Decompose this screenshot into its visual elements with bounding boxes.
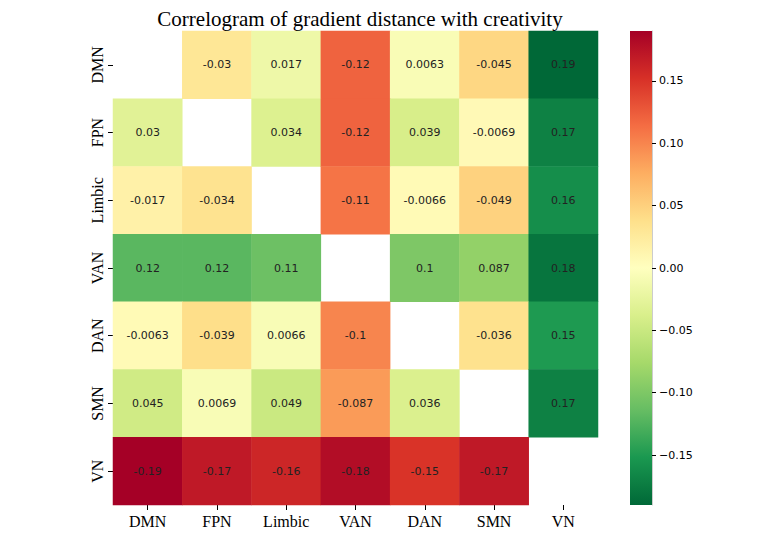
svg-text:-0.12: -0.12 <box>341 58 369 71</box>
svg-text:VAN: VAN <box>89 251 106 284</box>
svg-text:0.045: 0.045 <box>132 397 164 410</box>
svg-text:0.17: 0.17 <box>551 126 576 139</box>
svg-text:0.1: 0.1 <box>416 262 434 275</box>
svg-text:0.0069: 0.0069 <box>198 397 237 410</box>
svg-text:−0.05: −0.05 <box>659 324 693 337</box>
svg-text:Limbic: Limbic <box>263 513 309 530</box>
svg-text:0.16: 0.16 <box>551 194 576 207</box>
svg-text:-0.15: -0.15 <box>411 465 439 478</box>
svg-text:0.03: 0.03 <box>135 126 160 139</box>
svg-text:DMN: DMN <box>129 513 167 530</box>
svg-text:-0.03: -0.03 <box>203 58 231 71</box>
svg-text:-0.18: -0.18 <box>341 465 369 478</box>
svg-text:-0.0066: -0.0066 <box>404 194 446 207</box>
svg-text:0.19: 0.19 <box>551 58 576 71</box>
svg-text:−0.15: −0.15 <box>659 449 693 462</box>
svg-text:SMN: SMN <box>477 513 512 530</box>
svg-text:0.05: 0.05 <box>659 199 684 212</box>
svg-text:−0.10: −0.10 <box>659 386 693 399</box>
svg-text:DAN: DAN <box>407 513 442 530</box>
svg-text:0.036: 0.036 <box>409 397 441 410</box>
svg-text:-0.017: -0.017 <box>130 194 165 207</box>
svg-text:VN: VN <box>552 513 576 530</box>
svg-text:VN: VN <box>89 459 106 483</box>
svg-text:0.0063: 0.0063 <box>406 58 445 71</box>
svg-text:0.15: 0.15 <box>551 329 576 342</box>
svg-text:0.00: 0.00 <box>659 262 684 275</box>
svg-text:0.18: 0.18 <box>551 262 576 275</box>
svg-text:0.12: 0.12 <box>135 262 160 275</box>
svg-text:0.11: 0.11 <box>274 262 299 275</box>
svg-text:-0.11: -0.11 <box>341 194 369 207</box>
svg-text:-0.087: -0.087 <box>338 397 373 410</box>
svg-text:-0.17: -0.17 <box>480 465 508 478</box>
svg-text:-0.034: -0.034 <box>199 194 234 207</box>
svg-text:0.17: 0.17 <box>551 397 576 410</box>
svg-text:-0.12: -0.12 <box>341 126 369 139</box>
svg-text:-0.0063: -0.0063 <box>126 329 168 342</box>
svg-text:FPN: FPN <box>89 117 106 147</box>
svg-text:-0.17: -0.17 <box>203 465 231 478</box>
svg-text:-0.039: -0.039 <box>199 329 234 342</box>
svg-text:0.087: 0.087 <box>478 262 510 275</box>
svg-text:-0.045: -0.045 <box>476 58 511 71</box>
svg-text:0.017: 0.017 <box>270 58 302 71</box>
svg-text:DMN: DMN <box>89 46 106 84</box>
svg-text:0.034: 0.034 <box>270 126 302 139</box>
svg-text:-0.1: -0.1 <box>345 329 366 342</box>
svg-text:-0.049: -0.049 <box>476 194 511 207</box>
svg-text:-0.19: -0.19 <box>133 465 161 478</box>
svg-text:0.049: 0.049 <box>270 397 302 410</box>
svg-text:0.0066: 0.0066 <box>267 329 306 342</box>
svg-text:VAN: VAN <box>339 513 372 530</box>
svg-text:SMN: SMN <box>89 386 106 421</box>
svg-text:-0.036: -0.036 <box>476 329 511 342</box>
svg-text:DAN: DAN <box>89 318 106 353</box>
svg-text:0.10: 0.10 <box>659 137 684 150</box>
svg-text:FPN: FPN <box>202 513 232 530</box>
svg-text:-0.16: -0.16 <box>272 465 300 478</box>
svg-text:0.039: 0.039 <box>409 126 441 139</box>
svg-text:0.12: 0.12 <box>205 262 230 275</box>
svg-text:0.15: 0.15 <box>659 74 684 87</box>
svg-text:Limbic: Limbic <box>89 177 106 223</box>
svg-text:-0.0069: -0.0069 <box>473 126 515 139</box>
svg-text:Correlogram of gradient distan: Correlogram of gradient distance with cr… <box>157 7 563 31</box>
